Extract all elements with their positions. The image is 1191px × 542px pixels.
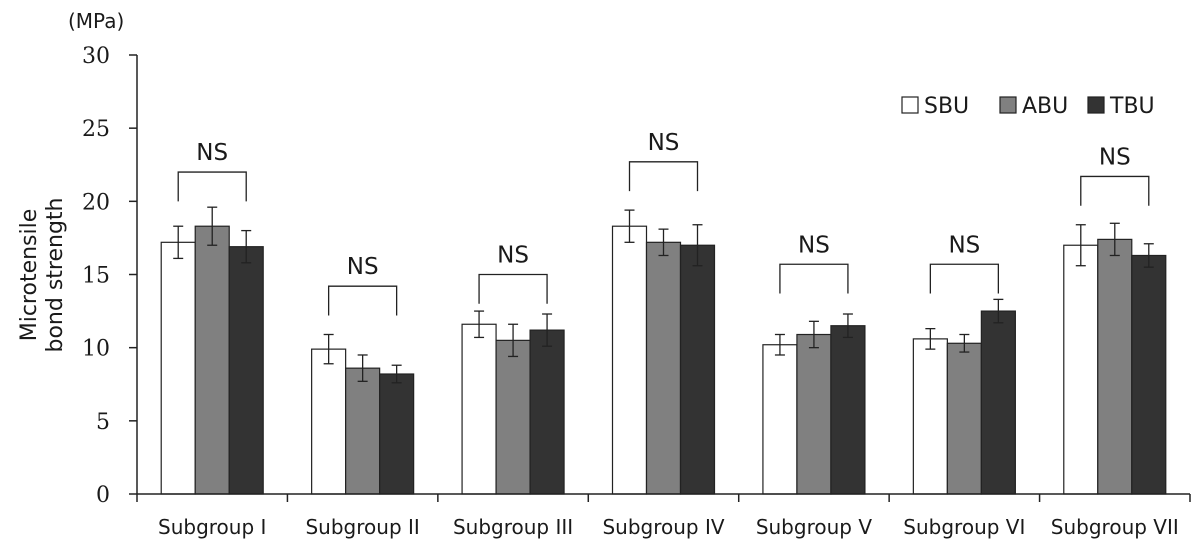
x-tick-label: Subgroup VI (903, 515, 1025, 539)
bar-tbu (529, 329, 565, 495)
significance-label: NS (347, 254, 379, 280)
bar-tbu (679, 244, 716, 495)
significance-bracket (628, 161, 699, 192)
significance-bracket (478, 273, 548, 304)
y-tick-label: 5 (96, 410, 110, 435)
legend-swatch-sbu (901, 96, 919, 114)
significance-bracket (177, 171, 247, 202)
legend-label-sbu: SBU (924, 94, 969, 119)
bar-abu (194, 225, 230, 495)
significance-label: NS (1099, 144, 1131, 170)
bar-tbu (379, 373, 415, 495)
y-tick-label: 30 (82, 44, 110, 69)
x-tick-label: Subgroup I (158, 515, 266, 539)
y-tick-label: 25 (82, 117, 110, 142)
bar-sbu (912, 338, 948, 495)
bar-abu (946, 342, 982, 495)
legend-label-abu: ABU (1022, 94, 1068, 119)
significance-label: NS (648, 130, 680, 156)
significance-label: NS (196, 140, 228, 166)
y-axis-title-line-1: Microtensile (17, 209, 42, 342)
y-tick-label: 15 (82, 264, 110, 289)
bar-tbu (228, 246, 264, 495)
bar-abu (796, 333, 832, 495)
bar-sbu (611, 225, 648, 495)
x-tick-label: Subgroup III (453, 515, 573, 539)
bar-abu (1097, 238, 1133, 495)
bar-sbu (461, 323, 497, 495)
bar-sbu (311, 348, 347, 495)
bar-abu (345, 367, 381, 495)
bar-tbu (1131, 254, 1167, 495)
significance-bracket (779, 263, 849, 294)
y-tick-label: 0 (96, 483, 110, 508)
legend-label-tbu: TBU (1109, 94, 1155, 119)
y-tick-label: 10 (82, 337, 110, 362)
significance-bracket (1080, 175, 1150, 206)
significance-bracket (929, 263, 1000, 294)
significance-label: NS (798, 232, 830, 258)
legend-swatch-tbu (1087, 96, 1105, 114)
x-tick-label: Subgroup V (756, 515, 873, 539)
bar-abu (495, 339, 531, 495)
x-tick-label: Subgroup II (305, 515, 419, 539)
x-tick-label: Subgroup VII (1051, 515, 1179, 539)
significance-bracket (327, 285, 398, 316)
legend-swatch-abu (999, 96, 1017, 114)
significance-label: NS (948, 232, 980, 258)
y-axis-unit: (MPa) (68, 9, 124, 33)
bar-sbu (160, 241, 196, 495)
bar-sbu (762, 344, 798, 495)
bar-tbu (980, 310, 1016, 495)
bar-sbu (1063, 244, 1099, 495)
bar-tbu (830, 325, 866, 495)
significance-label: NS (497, 243, 529, 269)
y-axis-title-line-2: bond strength (43, 198, 68, 353)
y-tick-label: 20 (82, 190, 110, 215)
x-tick-label: Subgroup IV (602, 515, 724, 539)
y-axis-title: Microtensile bond strength (17, 198, 68, 353)
bar-abu (645, 241, 682, 495)
